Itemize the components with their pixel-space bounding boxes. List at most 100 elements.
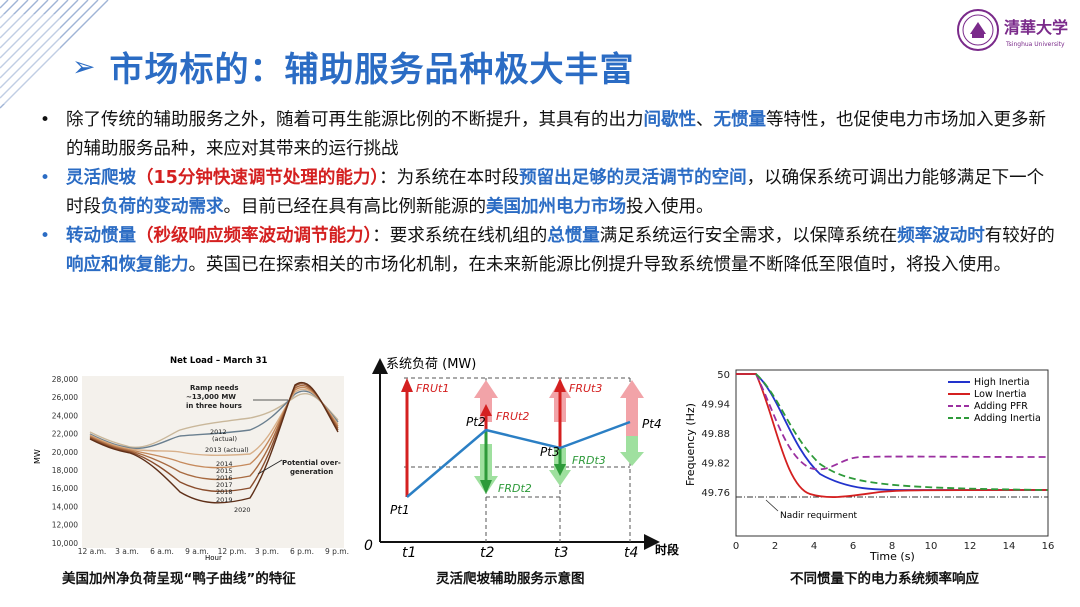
bullet-text: 满足系统运行安全需求，以保障系统在 <box>599 226 898 246</box>
point-pt2: Pt2 <box>466 415 486 429</box>
logo-text: 清華大学 <box>1004 18 1068 37</box>
ramp-caption: 灵活爬坡辅助服务示意图 <box>436 571 585 587</box>
tick-t1: t1 <box>402 545 416 561</box>
duck-year-label: 2013 (actual) <box>205 446 249 454</box>
duck-xtick: 9 a.m. <box>185 547 209 556</box>
bullet-list: • 除了传统的辅助服务之外，随着可再生能源比例的不断提升，其具有的出力间歇性、无惯… <box>36 106 1056 280</box>
tick-t4: t4 <box>624 545 638 561</box>
label-frdt2: FRDt2 <box>498 482 532 495</box>
bullet-text: ：为系统在本时段 <box>379 168 520 188</box>
freq-xtick: 8 <box>889 541 895 552</box>
duck-xlabel: Hour <box>205 554 222 562</box>
tick-t2: t2 <box>480 545 494 561</box>
duck-year-label: (actual) <box>212 435 237 443</box>
point-pt3: Pt3 <box>540 445 560 459</box>
point-pt1: Pt1 <box>390 503 410 517</box>
bullet-text: 负荷的变动需求 <box>101 197 224 217</box>
duck-ramp-1: Ramp needs <box>190 384 239 392</box>
duck-ytick: 12,000 <box>52 521 78 530</box>
bullet-text: 预留出足够的灵活调节的空间 <box>519 168 747 188</box>
duck-xtick: 3 p.m. <box>255 547 279 556</box>
duck-curve-chart: Net Load – March 31 MW 28,000 26,000 24,00… <box>33 356 349 562</box>
freq-xtick: 4 <box>811 541 817 552</box>
bullet-text: 无惯量 <box>713 110 767 130</box>
arrow-bullet-icon: ➢ <box>72 49 96 83</box>
label-frdt3: FRDt3 <box>572 454 606 467</box>
duck-year-label: 2017 <box>216 481 233 489</box>
duck-year-label: 2018 <box>216 488 233 496</box>
duck-year-label: 2012 <box>210 428 227 436</box>
duck-ytick: 16,000 <box>52 484 78 493</box>
duck-curves <box>89 381 339 504</box>
duck-year-label: 2014 <box>216 460 233 468</box>
bullet-text: 灵活爬坡 <box>66 168 136 188</box>
bullet-text: 转动惯量 <box>66 226 136 246</box>
corner-decoration <box>0 0 109 109</box>
bullet-dot-icon: • <box>40 110 51 130</box>
nadir-label: Nadir requirment <box>780 511 858 521</box>
bullet-text: ，以确保系统可调出力能够满足下一个时段 <box>66 168 1045 217</box>
bullet-text: （秒级响应频率波动调节能力） <box>136 226 373 246</box>
label-frut3: FRUt3 <box>569 382 602 395</box>
freq-xtick: 14 <box>1003 541 1016 552</box>
bullet-text: 投入使用。 <box>626 197 714 217</box>
duck-ytick: 22,000 <box>52 430 78 439</box>
label-frut1: FRUt1 <box>416 382 449 395</box>
duck-xtick: 9 p.m. <box>325 547 349 556</box>
duck-xtick: 12 a.m. <box>78 547 107 556</box>
duck-ytick: 14,000 <box>52 502 78 511</box>
duck-over-2: generation <box>290 468 333 476</box>
bullet-text: ：要求系统在线机组的 <box>372 226 548 246</box>
duck-xtick: 6 p.m. <box>290 547 314 556</box>
bullet-text: 除了传统的辅助服务之外，随着可再生能源比例的不断提升，其具有的出力 <box>66 110 644 130</box>
bullet-text: 响应和恢复能力 <box>66 255 189 275</box>
duck-ytick: 18,000 <box>52 466 78 475</box>
duck-title: Net Load – March 31 <box>170 356 267 366</box>
frequency-response-chart: 50 49.94 49.88 49.82 49.76 0 2 4 6 8 10 12 14 16 Fre… <box>684 369 1055 563</box>
bullet-item: • 灵活爬坡（15分钟快速调节处理的能力）：为系统在本时段预留出足够的灵活调节的空… <box>36 164 1056 222</box>
bullet-text: 。英国已在探索相关的市场化机制，在未来新能源比例提升导致系统惯量不断降低至限值时… <box>188 255 1012 275</box>
freq-caption: 不同惯量下的电力系统频率响应 <box>790 571 979 587</box>
freq-xtick: 2 <box>772 541 778 552</box>
bullet-dot-icon: • <box>40 168 51 188</box>
point-pt4: Pt4 <box>642 417 662 431</box>
duck-xtick: 6 a.m. <box>150 547 174 556</box>
bullet-text: 、 <box>696 110 714 130</box>
duck-xtick: 3 a.m. <box>115 547 139 556</box>
label-frut2: FRUt2 <box>496 410 529 423</box>
freq-xtick: 12 <box>964 541 977 552</box>
slide-title: ➢ 市场标的：辅助服务品种极大丰富 <box>72 42 634 91</box>
duck-year-label: 2016 <box>216 474 233 482</box>
freq-xtick: 16 <box>1042 541 1055 552</box>
duck-caption: 美国加州净负荷呈现“鸭子曲线”的特征 <box>62 571 296 587</box>
bullet-text: （15分钟快速调节处理的能力） <box>136 168 380 188</box>
bullet-text: 总惯量 <box>547 226 600 246</box>
duck-ytick: 20,000 <box>52 448 78 457</box>
tick-t3: t3 <box>554 545 568 561</box>
title-text: 市场标的：辅助服务品种极大丰富 <box>109 50 635 90</box>
freq-ytick: 49.88 <box>701 429 730 440</box>
bullet-text: 有较好的 <box>984 226 1055 246</box>
legend-high: High Inertia <box>974 377 1030 388</box>
freq-xtick: 0 <box>733 541 739 552</box>
duck-ytick: 28,000 <box>52 375 78 384</box>
logo-subtext: Tsinghua University <box>1005 41 1065 48</box>
freq-ytick: 49.94 <box>701 400 730 411</box>
duck-year-label: 2015 <box>216 467 233 475</box>
legend-inertia: Adding Inertia <box>974 413 1041 424</box>
freq-ytick: 50 <box>717 370 730 381</box>
ramp-xaxis: 时段 <box>655 542 680 557</box>
duck-over-1: Potential over- <box>282 459 341 467</box>
freq-xlabel: Time (s) <box>869 550 915 563</box>
freq-ylabel: Frequency (Hz) <box>684 403 697 486</box>
duck-ramp-2: ~13,000 MW <box>186 393 236 401</box>
tsinghua-logo: 清華大学 Tsinghua University <box>957 9 1068 51</box>
duck-ylabel: MW <box>33 449 42 464</box>
bullet-item: • 转动惯量（秒级响应频率波动调节能力）：要求系统在线机组的总惯量满足系统运行安全… <box>36 222 1056 280</box>
duck-xtick: 12 p.m. <box>218 547 247 556</box>
legend-low: Low Inertia <box>974 389 1027 400</box>
ramping-diagram: 系统负荷 (MW) 0 时段 Pt1 Pt2 Pt3 Pt4 FRUt1 FRU… <box>364 357 680 561</box>
bullet-text: 等特性，也促使电力市场加入更多新的辅助服务品种，来应对其带来的运行挑战 <box>66 110 1046 159</box>
ramp-ylabel: 系统负荷 (MW) <box>386 357 476 372</box>
ramp-origin: 0 <box>364 538 373 554</box>
